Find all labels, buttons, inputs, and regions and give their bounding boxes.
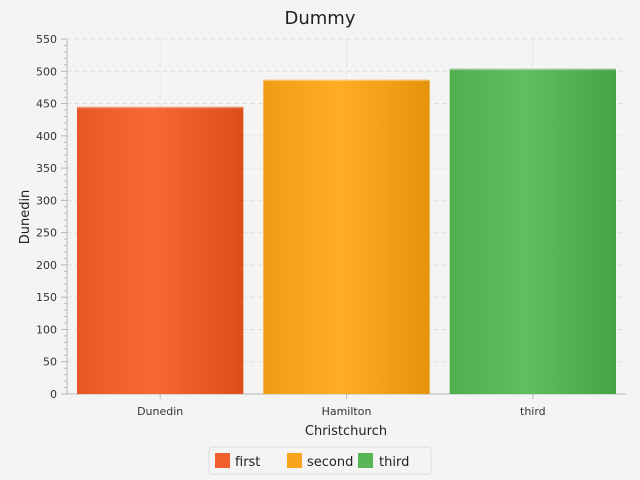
legend-swatch-first [215, 453, 230, 468]
y-axis-label: Dunedin [18, 190, 33, 245]
x-tick-label: third [520, 405, 546, 418]
y-tick-label: 0 [50, 388, 57, 401]
legend-swatch-second [287, 453, 302, 468]
y-tick-label: 300 [36, 194, 57, 207]
y-tick-label: 400 [36, 130, 57, 143]
y-tick-label: 500 [36, 65, 57, 78]
legend-swatch-third [358, 453, 373, 468]
bar-highlight [449, 68, 616, 71]
y-tick-label: 150 [36, 291, 57, 304]
x-tick-label: Dunedin [137, 405, 183, 418]
tick-labels: 0 50 100 150 200 250 300 350 400 450 500 550 Dunedin… [36, 33, 546, 418]
y-tick-label: 200 [36, 259, 57, 272]
y-tick-label: 450 [36, 98, 57, 111]
bar-dunedin [77, 106, 244, 394]
chart-title: Dummy [285, 8, 356, 29]
legend-label-second: second [307, 455, 353, 470]
bar-highlight [77, 106, 244, 109]
bar-highlight [263, 79, 430, 82]
x-axis-label: Christchurch [305, 424, 387, 439]
legend-label-first: first [235, 455, 260, 470]
x-tick-label: Hamilton [322, 405, 372, 418]
y-tick-label: 550 [36, 33, 57, 46]
y-tick-label: 250 [36, 227, 57, 240]
bar-third [449, 68, 616, 394]
y-tick-label: 100 [36, 323, 57, 336]
legend-box [208, 446, 432, 475]
bars [77, 68, 616, 394]
y-tick-label: 50 [43, 356, 57, 369]
legend-label-third: third [379, 455, 409, 470]
legend: first second third [208, 446, 432, 475]
y-tick-label: 350 [36, 162, 57, 175]
bar-hamilton [263, 79, 430, 394]
